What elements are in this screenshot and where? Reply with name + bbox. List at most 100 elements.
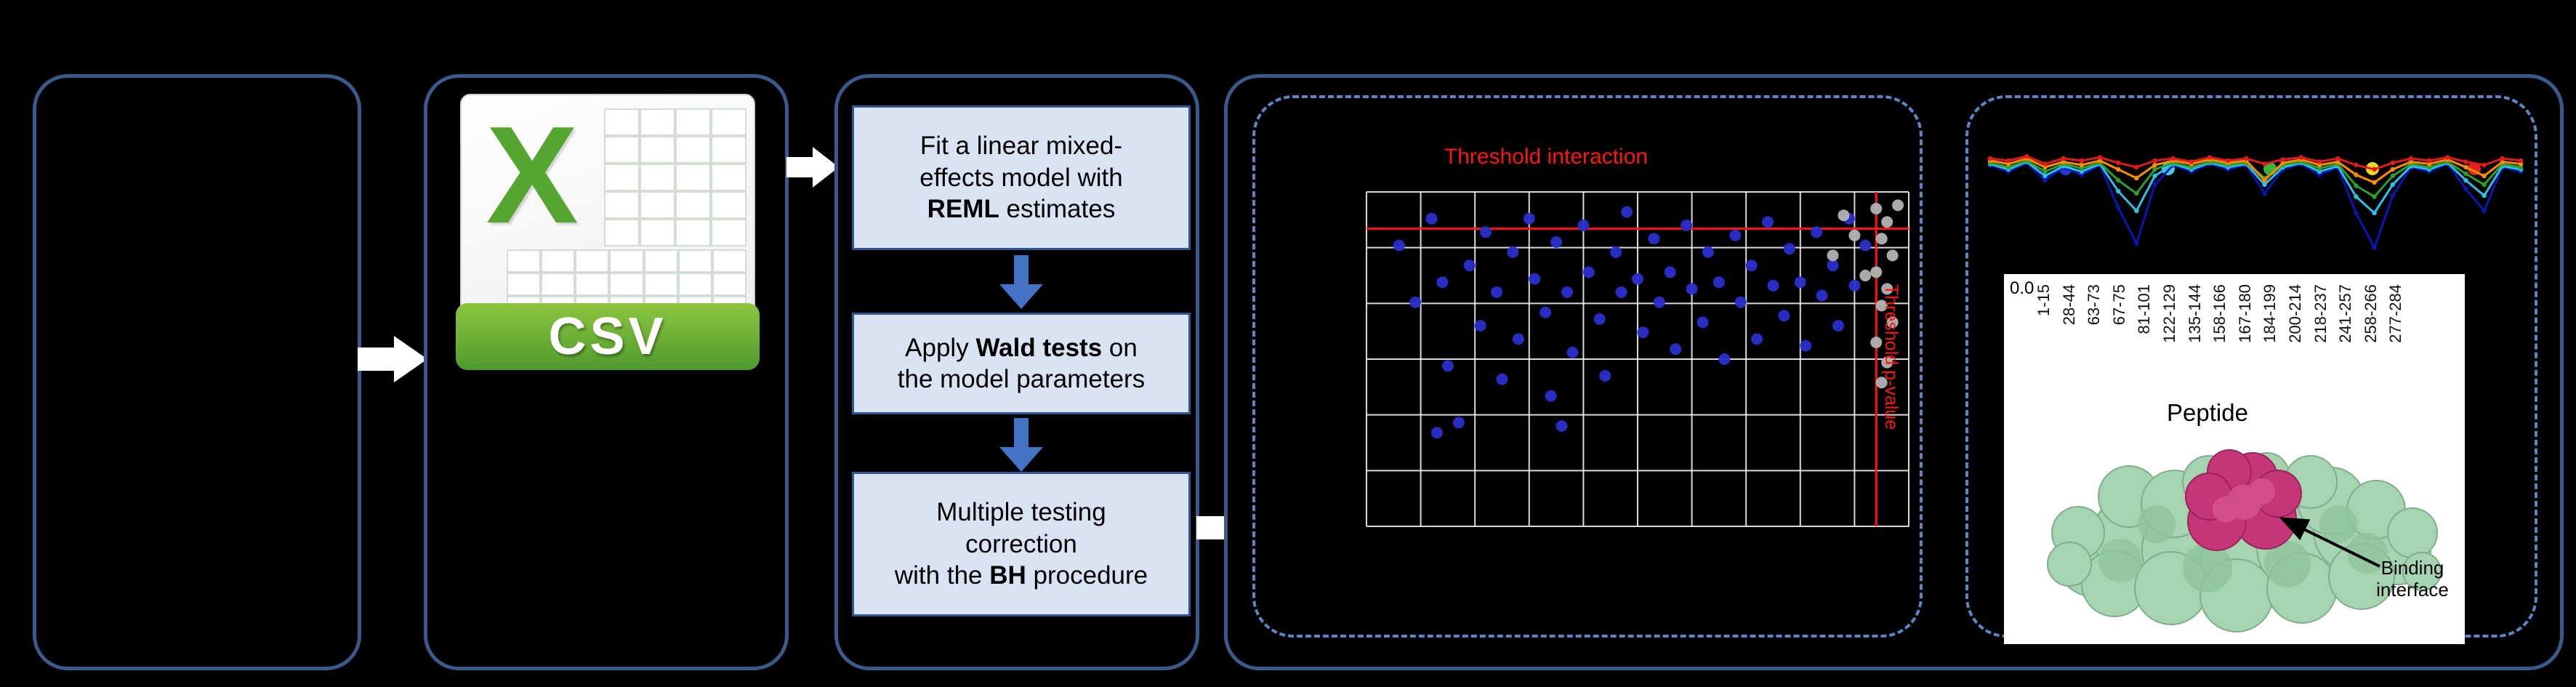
scatter-point-significant-interaction — [1859, 239, 1872, 252]
spreadsheet-cell — [675, 191, 711, 219]
uptake-marker-orange — [2354, 172, 2359, 177]
scatter-point-significant-interaction — [1702, 246, 1714, 258]
uptake-marker-orange — [2042, 164, 2048, 170]
scatter-point-non-significant — [1881, 283, 1893, 295]
scatter-point-significant-interaction — [1794, 276, 1806, 289]
scatter-point-significant-interaction — [1729, 229, 1742, 241]
scatter-point-significant-interaction — [1610, 246, 1622, 258]
uptake-marker-red — [2024, 153, 2029, 159]
flow-text-bold: REML — [927, 195, 999, 224]
uptake-marker-green — [2372, 194, 2377, 199]
scatter-point-significant-interaction — [1545, 390, 1557, 402]
spreadsheet-cell — [643, 273, 678, 296]
uptake-marker-green — [2152, 166, 2157, 172]
uptake-marker-red — [2061, 156, 2066, 161]
spreadsheet-cell — [604, 219, 640, 246]
scatter-point-significant-interaction — [1811, 226, 1823, 238]
spreadsheet-cell — [604, 108, 640, 136]
scatter-point-significant-interaction — [1409, 296, 1422, 308]
peptide-tick-labels: 1-15 28-44 63-73 67-75 81-101 122-129 135-144 1… — [2004, 274, 2465, 398]
uptake-marker-cyan — [2079, 169, 2085, 174]
scatter-point-significant-interaction — [1783, 243, 1795, 255]
scatter-point-significant-interaction — [1762, 216, 1774, 228]
spreadsheet-grid — [604, 108, 746, 246]
down-arrow-icon — [999, 255, 1043, 309]
scatter-point-significant-interaction — [1577, 220, 1590, 231]
scatter-point-significant-interaction — [1550, 236, 1563, 248]
peptide-tick-label: 184-199 — [2261, 284, 2279, 343]
uptake-marker-red — [2518, 158, 2524, 164]
uptake-marker-red — [2298, 155, 2304, 160]
scatter-point-significant-interaction — [1712, 276, 1725, 289]
scatter-point-significant-interaction — [1507, 246, 1519, 258]
flow-step-bh: Multiple testing correction with the BH … — [852, 472, 1191, 616]
protein-surface-shading — [2098, 505, 2388, 592]
scatter-point-non-significant — [1848, 229, 1861, 241]
uptake-marker-red — [2079, 158, 2085, 164]
scatter-point-significant-interaction — [1523, 212, 1535, 225]
scatter-point-non-significant — [1870, 337, 1883, 348]
scatter-point-significant-interaction — [1653, 296, 1665, 308]
peptide-tick-label: 81-101 — [2135, 284, 2154, 334]
spreadsheet-cell — [712, 273, 746, 296]
uptake-marker-orange — [2097, 158, 2103, 164]
uptake-marker-navy — [2152, 182, 2157, 188]
uptake-marker-red — [2354, 162, 2359, 168]
uptake-marker-cyan — [2463, 177, 2468, 183]
flow-step-line: the model parameters — [898, 363, 1145, 395]
peptide-tick-label: 28-44 — [2059, 284, 2078, 326]
uptake-marker-orange — [2005, 161, 2011, 166]
uptake-marker-red — [2280, 157, 2285, 162]
uptake-marker-navy — [2079, 172, 2085, 177]
flow-step-line: REML estimates — [927, 193, 1116, 225]
uptake-marker-red — [2335, 156, 2340, 161]
uptake-marker-red — [2116, 160, 2121, 166]
uptake-marker-navy — [2354, 210, 2359, 216]
uptake-marker-red — [2408, 156, 2414, 161]
scatter-point-significant-interaction — [1778, 310, 1790, 322]
flow-text-bold: BH — [989, 561, 1026, 590]
uptake-marker-red — [2463, 159, 2468, 164]
uptake-marker-orange — [2482, 173, 2487, 179]
peptide-tick-label: 167-180 — [2235, 284, 2254, 343]
scatter-point-non-significant — [1886, 249, 1899, 262]
uptake-marker-red — [2372, 166, 2377, 172]
uptake-line-orange — [1989, 157, 2521, 184]
spreadsheet-cell — [609, 273, 644, 296]
uptake-marker-green — [2134, 190, 2139, 196]
scatter-point-non-significant — [1881, 216, 1893, 228]
peptide-tick-label: 135-144 — [2185, 284, 2204, 343]
peptide-tick-label: 258-266 — [2361, 284, 2380, 343]
scatter-point-significant-interaction — [1621, 206, 1633, 218]
spreadsheet-cell — [575, 273, 610, 296]
scatter-point-significant-interaction — [1681, 220, 1693, 231]
peptide-axis-box: 0.0 1-15 28-44 63-73 67-75 81-101 122-129 135-… — [2004, 274, 2465, 644]
scatter-point-significant-interaction — [1582, 266, 1595, 278]
uptake-marker-green — [2463, 171, 2468, 177]
csv-file-icon: X CSV — [456, 94, 760, 373]
uptake-marker-orange — [2061, 159, 2066, 164]
scatter-point-significant-interaction — [1599, 370, 1611, 382]
flow-text: Fit a linear mixed- — [919, 132, 1123, 161]
uptake-marker-red — [2226, 158, 2231, 164]
spreadsheet-cell — [711, 219, 746, 246]
spreadsheet-cell — [711, 164, 746, 191]
uptake-marker-orange — [2335, 159, 2340, 164]
arrow-stem — [786, 157, 813, 177]
uptake-line-chart — [1987, 153, 2524, 251]
flow-text: with the — [894, 561, 990, 590]
flow-step-line: effects model with — [919, 162, 1123, 193]
flow-step-line: correction — [965, 529, 1077, 560]
spreadsheet-cell — [609, 249, 644, 273]
scatter-point-non-significant — [1870, 266, 1883, 278]
uptake-marker-red — [2482, 162, 2487, 168]
scatter-point-significant-interaction — [1529, 273, 1541, 285]
uptake-line-cyan — [1989, 160, 2521, 215]
flow-text: on — [1102, 333, 1138, 362]
scatter-point-non-significant — [1886, 316, 1899, 329]
peptide-axis-label: Peptide — [2167, 399, 2248, 426]
scatter-point-significant-interaction — [1593, 313, 1606, 325]
uptake-marker-orange — [2317, 162, 2322, 168]
peptide-tick-label: 158-166 — [2210, 284, 2229, 343]
scatter-point-significant-interaction — [1696, 316, 1709, 329]
